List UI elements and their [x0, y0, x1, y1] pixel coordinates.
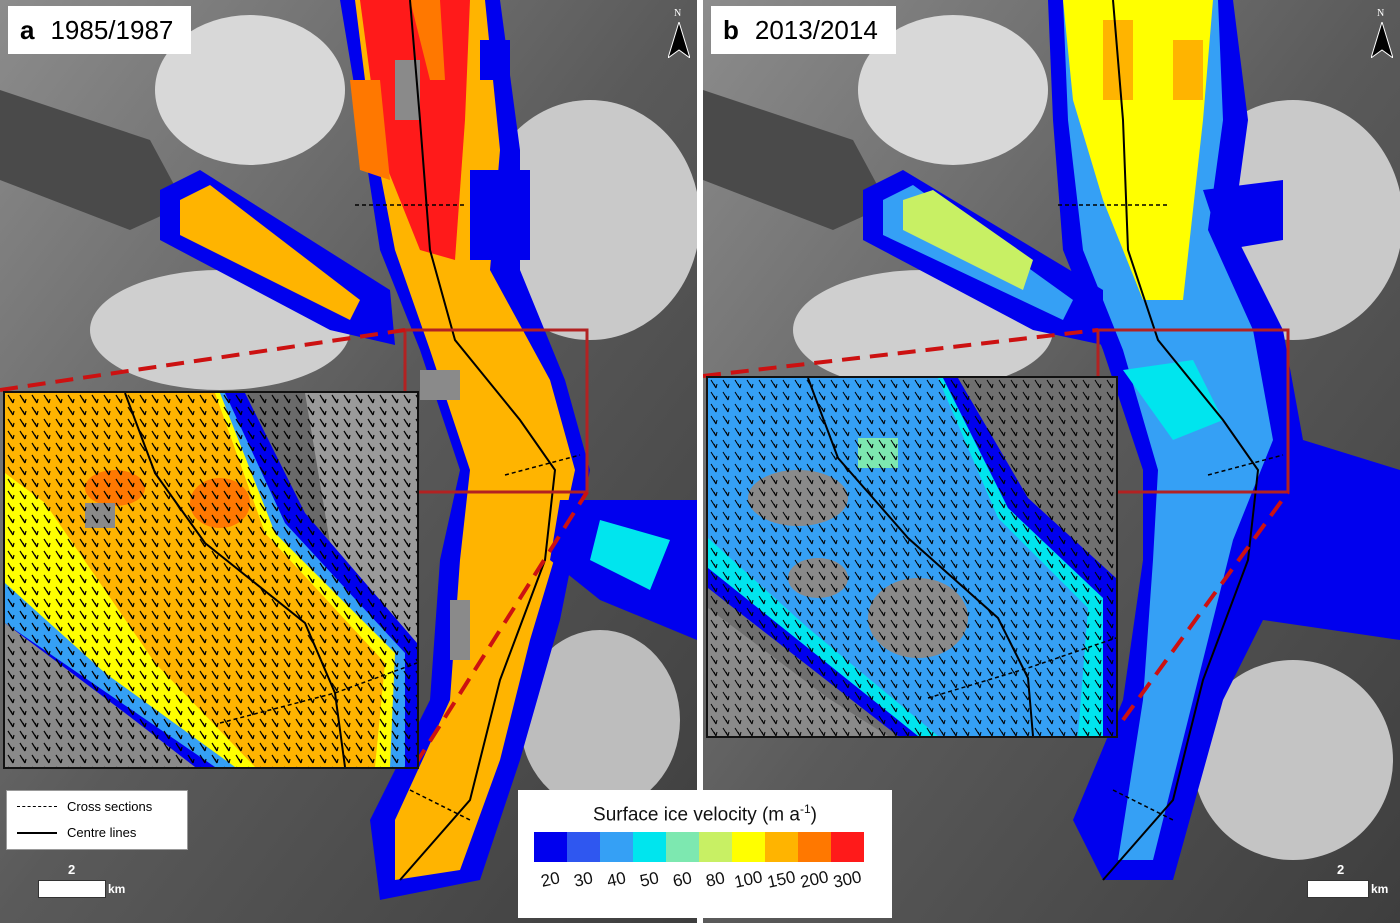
colorbar-swatch: [633, 832, 666, 862]
north-arrow-icon: [1371, 22, 1393, 58]
panel-a-label: a 1985/1987: [8, 6, 192, 54]
north-label: N: [1377, 8, 1385, 19]
north-arrow-a: N: [668, 8, 690, 58]
colorbar-ticks: 20 30 40 50 60 80 100 150 200 300: [534, 867, 864, 892]
colorbar-title-sup: -1: [799, 802, 811, 816]
zoom-line: [413, 490, 589, 767]
colorbar-swatches: [534, 832, 864, 862]
colorbar-tick-label: 40: [605, 868, 628, 891]
colorbar-swatch: [798, 832, 831, 862]
panel-a-map: [0, 0, 697, 923]
inset-b-map: [708, 378, 1116, 736]
colorbar-title-main: Surface ice velocity (m a: [593, 804, 800, 826]
colorbar-title: Surface ice velocity (m a-1): [518, 802, 892, 826]
north-arrow-b: N: [1371, 8, 1393, 58]
colorbar-swatch: [666, 832, 699, 862]
colorbar-swatch: [765, 832, 798, 862]
colorbar-swatch: [567, 832, 600, 862]
colorbar-swatch: [600, 832, 633, 862]
zoom-line: [1121, 490, 1290, 722]
scale-bar: [38, 880, 106, 898]
inset-a-map: [5, 393, 417, 767]
colorbar-tick-label: 50: [638, 868, 661, 891]
velocity-colorbar: Surface ice velocity (m a-1) 20 30 40 50 60 8…: [518, 790, 892, 918]
scale-bar: [1307, 880, 1369, 898]
panel-letter: a: [20, 14, 35, 45]
centre-line: [399, 0, 557, 881]
inset-b: [706, 376, 1118, 738]
scale-bar-b: 2 km: [1307, 862, 1400, 902]
scale-value: 2: [68, 862, 76, 877]
scale-bar-a: 2 km: [38, 862, 148, 902]
legend-label: Cross sections: [67, 799, 153, 814]
colorbar-tick-label: 200: [798, 867, 831, 892]
snowfield: [155, 15, 345, 165]
scale-value: 2: [1337, 862, 1345, 877]
colorbar-tick-label: 20: [539, 868, 562, 891]
panel-a: a 1985/1987 N Cross sections Centre line…: [0, 0, 697, 923]
legend-label: Centre lines: [67, 825, 137, 840]
scale-unit: km: [1371, 882, 1389, 896]
colorbar-swatch: [732, 832, 765, 862]
north-arrow-icon: [668, 22, 690, 58]
legend-item-cross-sections: Cross sections: [17, 799, 152, 814]
colorbar-swatch: [831, 832, 864, 862]
colorbar-swatch: [699, 832, 732, 862]
panel-letter: b: [723, 14, 739, 45]
north-label: N: [674, 8, 682, 19]
cross-section: [504, 454, 581, 476]
colorbar-title-end: ): [810, 804, 817, 826]
dashed-line-icon: [17, 806, 57, 807]
colorbar-tick-label: 60: [671, 868, 694, 891]
panel-years: 1985/1987: [50, 14, 174, 45]
zoom-line: [703, 328, 1099, 378]
panel-b-label: b 2013/2014: [711, 6, 896, 54]
colorbar-swatch: [534, 832, 567, 862]
legend-item-centre-lines: Centre lines: [17, 825, 136, 840]
panel-b: b 2013/2014 N 2 km: [703, 0, 1400, 923]
inset-a: [3, 391, 419, 769]
colorbar-tick-label: 30: [572, 868, 595, 891]
lake: [0, 90, 185, 230]
colorbar-tick-label: 80: [704, 868, 727, 891]
colorbar-tick-label: 150: [765, 867, 798, 892]
scale-unit: km: [108, 882, 126, 896]
colorbar-tick-label: 300: [831, 867, 864, 892]
colorbar-tick-label: 100: [732, 867, 765, 892]
panel-years: 2013/2014: [754, 14, 878, 45]
solid-line-icon: [17, 831, 57, 834]
panel-divider: [697, 0, 703, 923]
line-legend: Cross sections Centre lines: [6, 790, 188, 850]
zoom-line: [0, 328, 406, 392]
